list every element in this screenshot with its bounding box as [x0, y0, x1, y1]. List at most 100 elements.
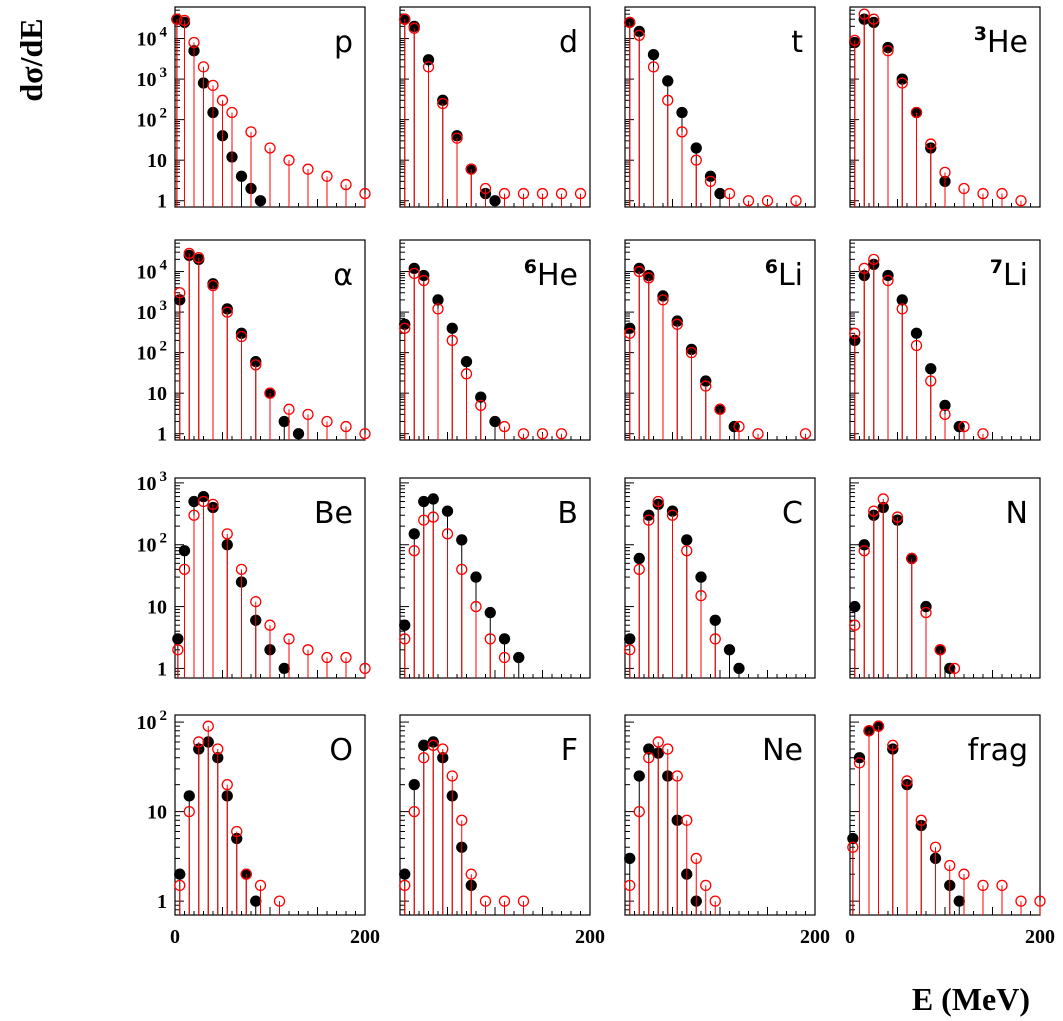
series-open [399, 13, 587, 207]
data-point [733, 662, 745, 675]
data-point [849, 327, 861, 339]
series-filled [849, 501, 956, 678]
y-tick-label: 1 [157, 191, 167, 213]
data-point [1015, 895, 1027, 907]
data-point [633, 29, 645, 41]
x-tick-label: 200 [575, 926, 605, 948]
data-point [188, 495, 200, 508]
data-point [456, 563, 468, 575]
series-open [849, 253, 989, 440]
data-point [197, 61, 210, 73]
data-point [633, 265, 645, 278]
data-point [555, 187, 568, 200]
data-point [484, 633, 496, 645]
data-point [896, 303, 908, 315]
series-open [849, 8, 1027, 207]
series-open [399, 511, 511, 678]
data-point [456, 814, 468, 826]
data-point [1015, 195, 1027, 207]
data-point [446, 334, 458, 347]
data-point [953, 895, 965, 907]
data-point [178, 14, 191, 27]
series-open [624, 736, 721, 915]
data-point [624, 644, 636, 656]
y-tick-label: 10 [147, 597, 167, 619]
panel-6he: 6He [399, 239, 591, 441]
data-point [418, 495, 430, 508]
y-tick-label: 10 4 [137, 258, 168, 284]
data-point [188, 36, 200, 49]
panel-frag: 0 200 frag [845, 714, 1055, 948]
y-tick-label: 1 [157, 424, 167, 446]
y-tick-label: 10 [147, 383, 167, 405]
y-tick-label: 10 2 [137, 708, 168, 734]
data-point [676, 126, 688, 138]
data-point [624, 879, 636, 892]
data-point [868, 505, 880, 517]
series-open [174, 247, 371, 440]
data-point [723, 187, 736, 200]
panel-title: frag [968, 733, 1028, 768]
y-tick-label: 10 2 [137, 339, 168, 365]
data-point [863, 725, 875, 737]
data-point [939, 399, 951, 412]
data-point [498, 420, 511, 433]
data-point [939, 408, 951, 421]
data-point [643, 514, 655, 526]
data-point [714, 403, 726, 415]
data-point [254, 195, 267, 207]
data-point [427, 511, 439, 523]
data-point [633, 770, 645, 782]
data-point [690, 852, 702, 865]
data-point [264, 619, 276, 631]
panel-title: N [1006, 496, 1028, 531]
data-point [910, 106, 923, 119]
data-point [216, 94, 229, 106]
data-point [498, 651, 511, 664]
y-tick-label: 10 3 [137, 65, 168, 91]
data-point [939, 166, 951, 179]
data-point [977, 428, 989, 440]
data-point [321, 415, 333, 428]
x-tick-label: 200 [1025, 926, 1055, 948]
x-tick-label: 200 [800, 926, 830, 948]
data-point [662, 94, 674, 106]
data-point [422, 61, 435, 73]
data-point [172, 633, 184, 645]
data-point [944, 859, 956, 872]
series-open [847, 720, 1046, 915]
panel-7li: 7Li [849, 239, 1041, 441]
data-point [690, 154, 702, 166]
series-filled [624, 498, 745, 678]
data-point [202, 720, 214, 732]
data-point [624, 633, 636, 645]
data-point [264, 387, 276, 399]
data-point [484, 606, 496, 619]
panel-title: Be [314, 496, 353, 531]
x-tick-label: 0 [845, 926, 855, 948]
data-point [536, 187, 549, 200]
data-point [221, 306, 233, 318]
data-point [460, 355, 473, 368]
data-point [915, 814, 927, 826]
data-point [858, 262, 870, 274]
data-point [240, 868, 252, 880]
panel-title: t [791, 25, 803, 60]
panel-f: 200 F [399, 714, 605, 948]
data-point [302, 408, 314, 421]
y-axis-label: dσ/dE [13, 18, 49, 101]
series-filled [849, 13, 951, 207]
series-filled [399, 736, 477, 915]
data-point [489, 415, 501, 428]
data-point [441, 505, 454, 517]
data-point [235, 330, 248, 343]
data-point [321, 651, 333, 664]
data-point [470, 571, 482, 583]
data-point [418, 739, 430, 751]
data-point [359, 428, 371, 440]
data-point [250, 895, 262, 907]
data-point [283, 403, 295, 415]
